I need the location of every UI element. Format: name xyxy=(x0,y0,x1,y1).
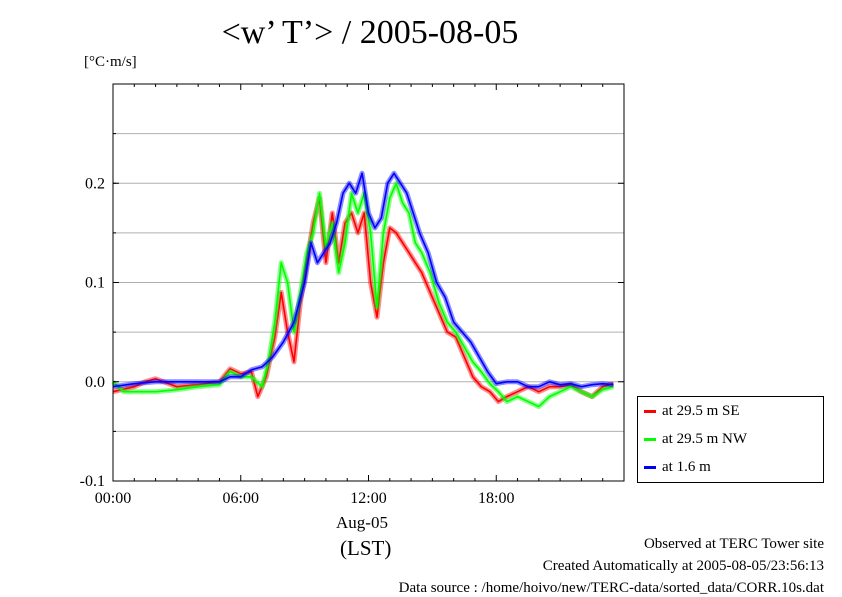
data-series xyxy=(111,170,615,410)
series-halo xyxy=(112,195,615,405)
footer-site-line: Observed at TERC Tower site xyxy=(643,536,824,552)
series-halo xyxy=(112,170,614,390)
series-line xyxy=(112,172,614,388)
footer-source-line: Data source : /home/hoivo/new/TERC-data/… xyxy=(398,580,824,596)
legend-label: at 1.6 m xyxy=(662,459,711,475)
legend-swatch-green xyxy=(644,438,656,441)
y-tick-label: 0.1 xyxy=(85,275,105,292)
series-line xyxy=(112,197,614,403)
date-label: Aug-05 xyxy=(336,513,388,532)
y-tick-label: -0.1 xyxy=(80,473,105,490)
legend-item-29-5m-nw: at 29.5 m NW xyxy=(644,431,747,448)
x-tick-label: 18:00 xyxy=(478,490,514,507)
legend-swatch-blue xyxy=(644,466,656,469)
y-tick-label: 0.2 xyxy=(85,175,105,192)
time-zone-label: (LST) xyxy=(340,536,392,560)
grid-lines xyxy=(113,133,624,432)
chart-title: <w’ T’> / 2005-08-05 xyxy=(221,14,519,51)
y-tick-label: 0.0 xyxy=(85,374,105,391)
legend-item-1-6m: at 1.6 m xyxy=(644,459,711,476)
legend-swatch-red xyxy=(644,410,656,413)
legend-label: at 29.5 m NW xyxy=(662,431,747,447)
legend: at 29.5 m SE at 29.5 m NW at 1.6 m xyxy=(637,396,824,483)
legend-label: at 29.5 m SE xyxy=(662,403,740,419)
y-axis-unit-label: [°C·m/s] xyxy=(84,54,137,70)
footer-created-line: Created Automatically at 2005-08-05/23:5… xyxy=(542,558,824,574)
x-tick-label: 06:00 xyxy=(223,490,259,507)
x-tick-label: 12:00 xyxy=(350,490,386,507)
axis-ticks: -0.1 0.0 0.1 0.2 00:00 06:00 12:00 18:00 xyxy=(80,83,625,507)
series-line xyxy=(112,182,614,408)
x-tick-label: 00:00 xyxy=(95,490,131,507)
legend-item-29-5m-se: at 29.5 m SE xyxy=(644,403,740,420)
